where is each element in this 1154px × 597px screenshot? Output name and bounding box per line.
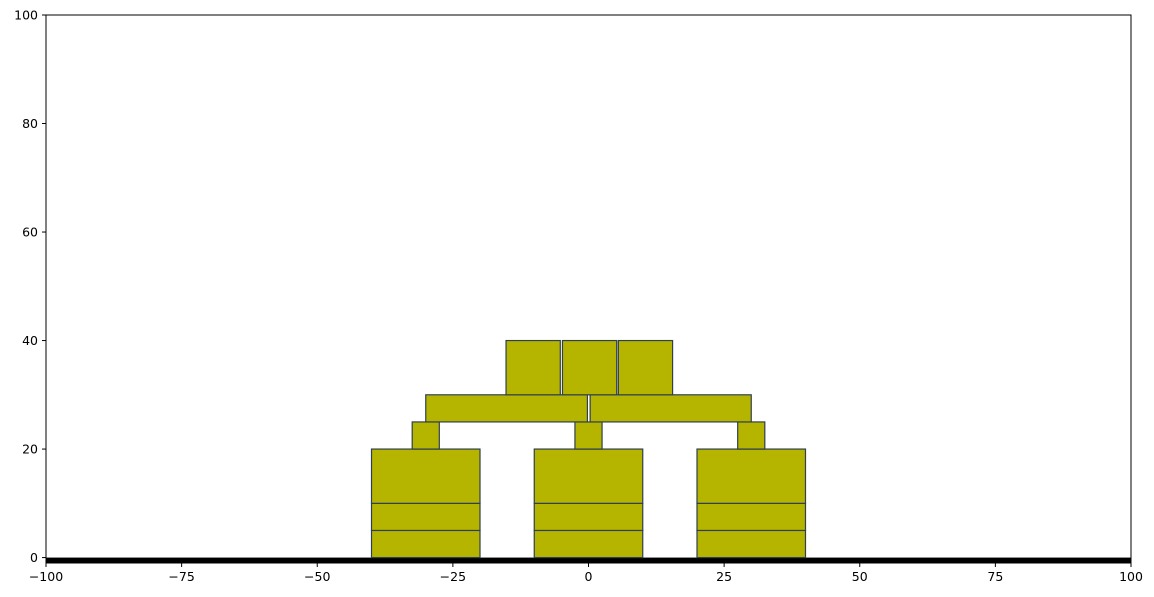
x-axis: −100 −75 −50 −25 0 25 50 75 100 (29, 563, 1143, 584)
block-11 (737, 421, 766, 450)
x-tick-label: −75 (168, 569, 194, 584)
y-tick-label: 60 (22, 225, 38, 240)
block-15 (561, 339, 618, 396)
block-2 (370, 448, 481, 504)
block-14 (505, 339, 561, 396)
block-5 (533, 448, 644, 504)
x-tick-label: 25 (716, 569, 732, 584)
block-4 (533, 502, 644, 532)
block-12 (425, 394, 589, 423)
block-1 (370, 502, 481, 532)
x-tick-label: −25 (440, 569, 466, 584)
plot-area (46, 339, 1131, 564)
y-tick-label: 20 (22, 442, 38, 457)
x-tick-label: 0 (585, 569, 593, 584)
block-0 (370, 529, 481, 559)
block-8 (696, 448, 807, 504)
ground-bar (46, 557, 1131, 564)
block-7 (696, 502, 807, 532)
block-10 (574, 421, 603, 450)
y-axis: 0 20 40 60 80 100 (14, 8, 46, 565)
y-tick-label: 40 (22, 333, 38, 348)
x-tick-label: −50 (304, 569, 330, 584)
block-13 (589, 394, 752, 423)
x-tick-label: 50 (852, 569, 868, 584)
block-16 (617, 339, 674, 396)
plot-frame (45, 14, 1132, 564)
x-tick-label: −100 (29, 569, 63, 584)
y-tick-label: 0 (30, 550, 38, 565)
block-9 (411, 421, 440, 450)
block-6 (696, 529, 807, 559)
x-tick-label: 100 (1119, 569, 1143, 584)
x-tick-label: 75 (987, 569, 1003, 584)
y-tick-label: 80 (22, 116, 38, 131)
block-3 (533, 529, 644, 559)
y-tick-label: 100 (14, 8, 38, 23)
